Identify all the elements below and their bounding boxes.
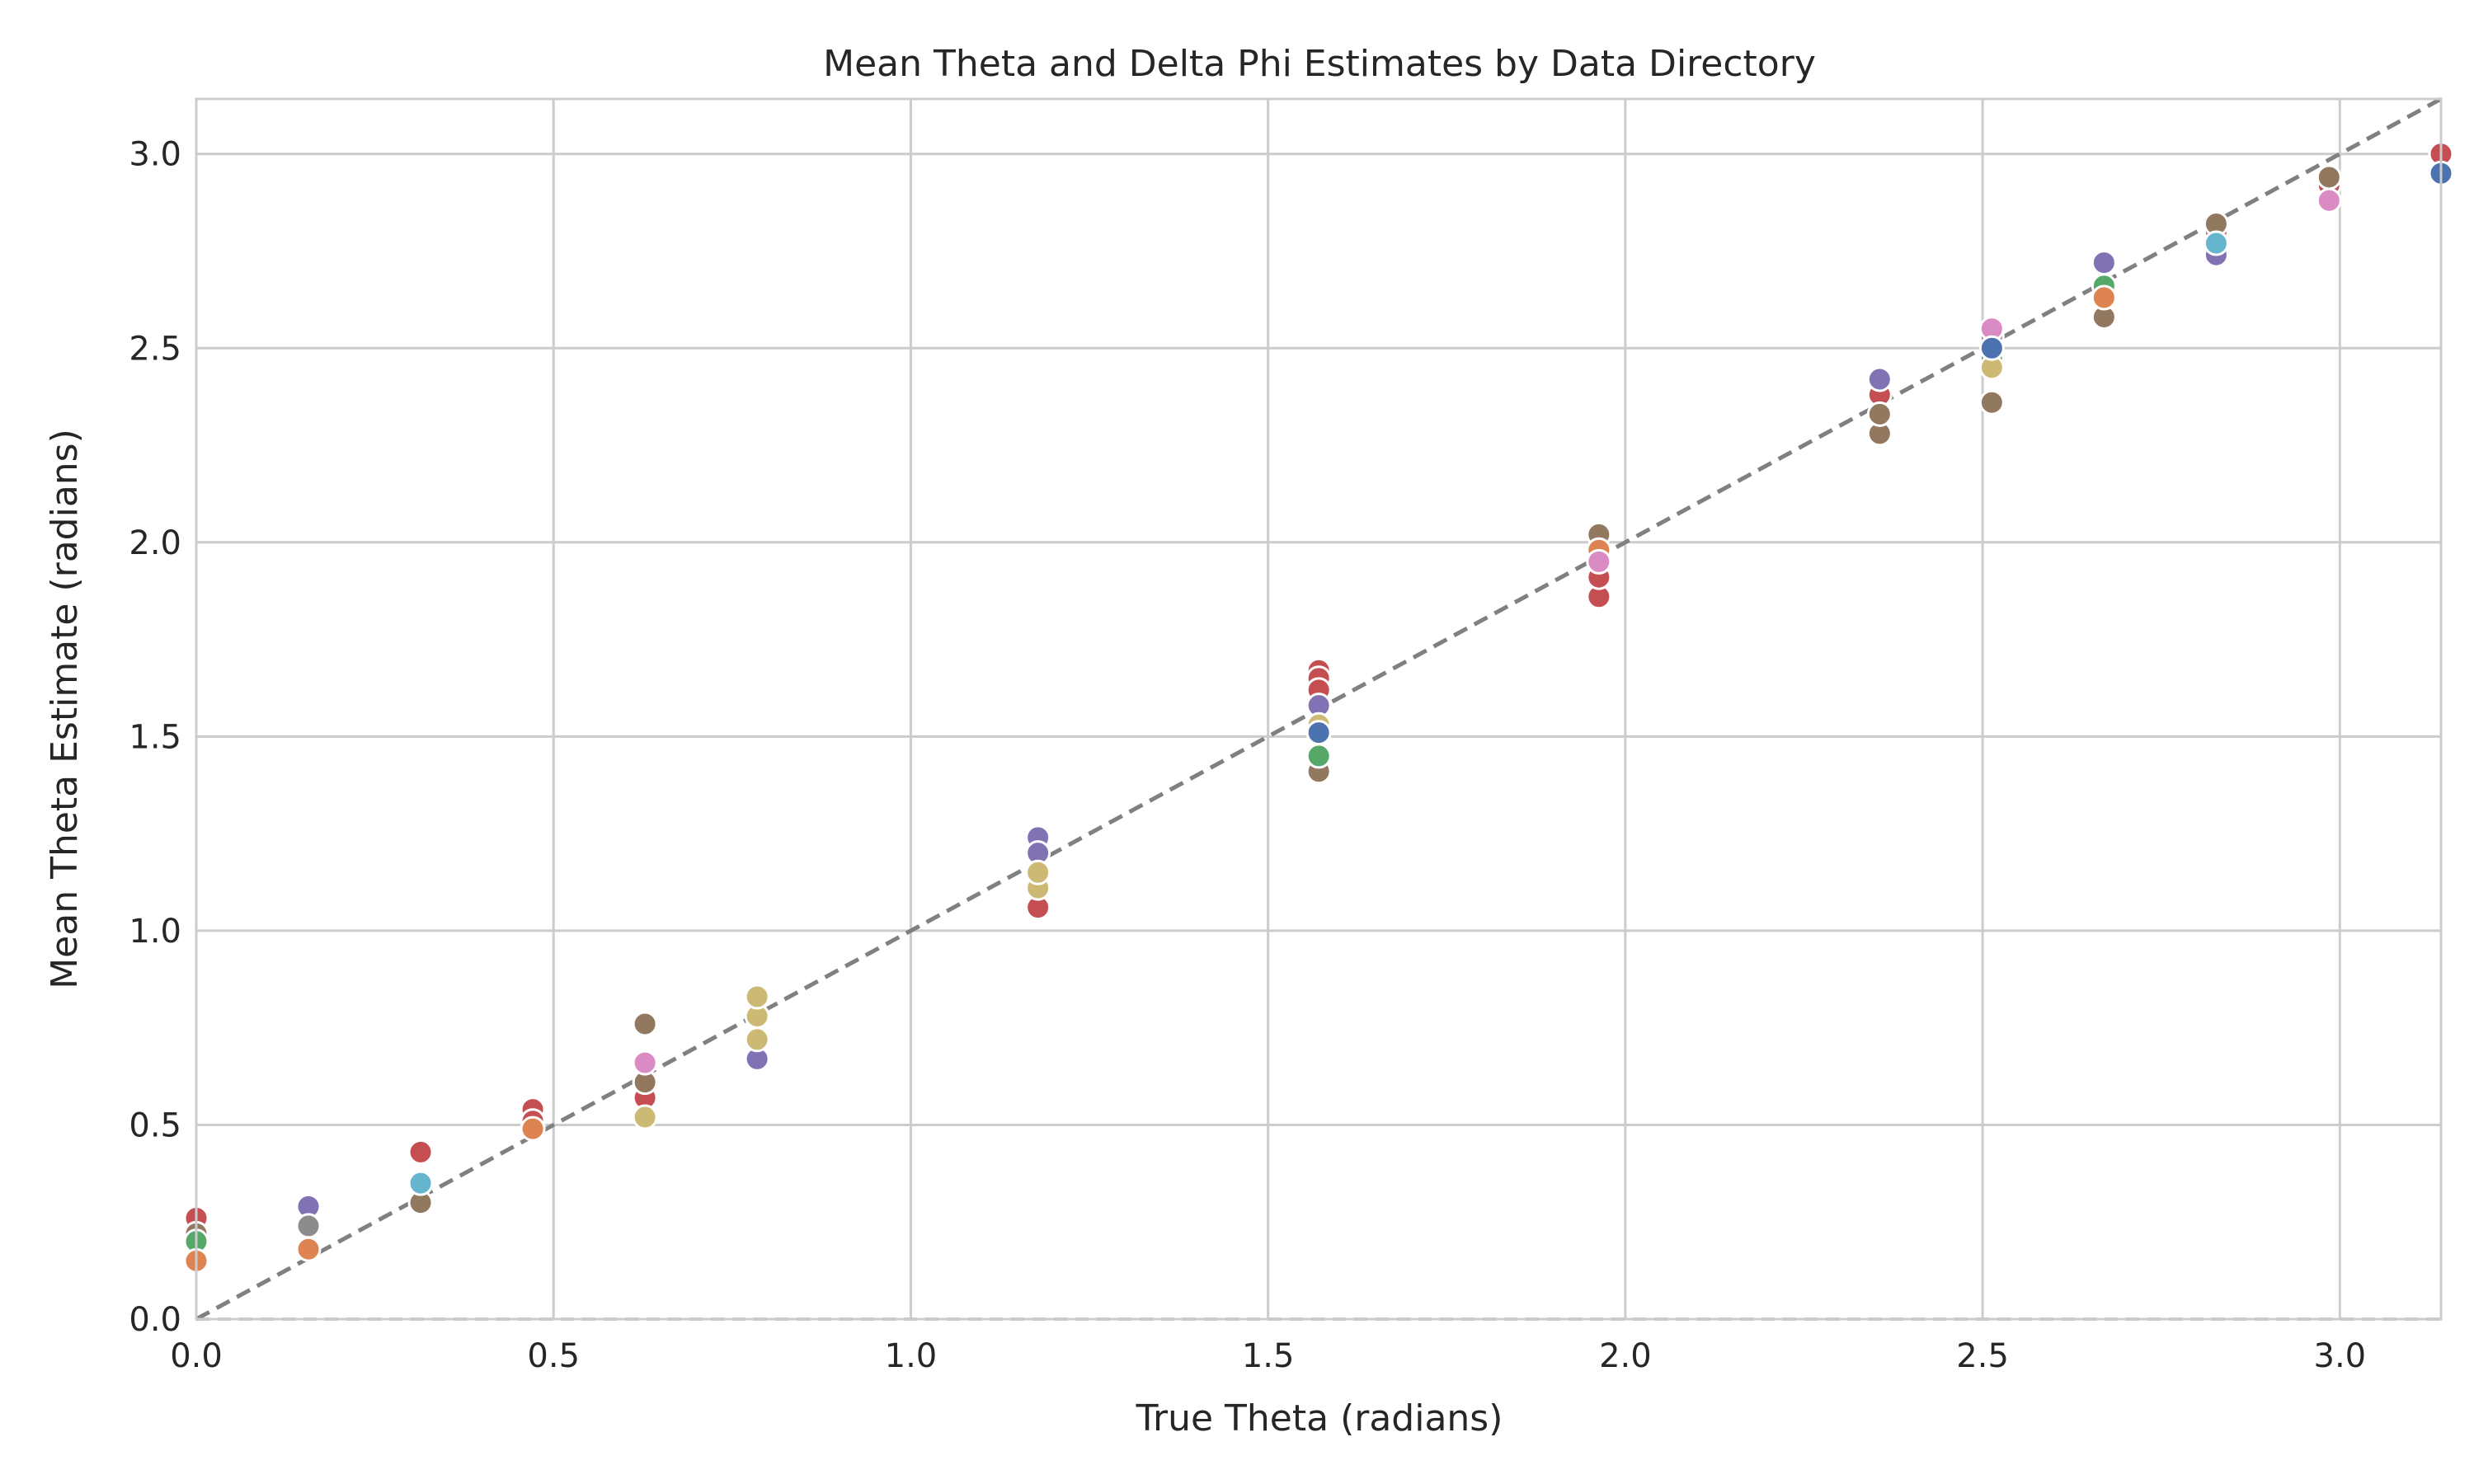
data-point <box>1978 335 2005 361</box>
x-tick-label: 1.5 <box>1242 1337 1295 1375</box>
grid-lines <box>195 99 2441 1321</box>
data-point <box>407 1170 434 1196</box>
data-point <box>295 1213 322 1239</box>
data-point <box>2091 250 2117 276</box>
data-point <box>407 1139 434 1165</box>
series-6 <box>632 187 2342 1076</box>
data-point <box>1586 548 1612 575</box>
x-tick-label: 2.5 <box>1956 1337 2009 1375</box>
y-tick-label: 1.0 <box>129 913 181 951</box>
chart-title: Mean Theta and Delta Phi Estimates by Da… <box>823 43 1816 85</box>
series-7 <box>407 230 2229 1196</box>
x-tick-label: 2.0 <box>1599 1337 1652 1375</box>
series-2 <box>183 164 2342 1247</box>
y-tick-label: 3.0 <box>129 136 181 174</box>
y-tick-label: 2.5 <box>129 330 181 368</box>
data-point <box>295 1236 322 1262</box>
data-point <box>1866 366 1893 392</box>
y-axis-label: Mean Theta Estimate (radians) <box>44 429 86 989</box>
data-point <box>520 1115 546 1142</box>
series-3 <box>183 273 2117 1255</box>
x-tick-label: 0.5 <box>527 1337 580 1375</box>
y-tick-label: 0.5 <box>129 1106 181 1144</box>
x-tick-labels: 0.0 0.5 1.0 1.5 2.0 2.5 3.0 <box>170 1337 2366 1375</box>
data-point <box>632 1104 658 1130</box>
y-tick-label: 2.0 <box>129 524 181 562</box>
data-point <box>1978 389 2005 416</box>
x-tick-label: 0.0 <box>170 1337 223 1375</box>
data-point <box>2316 164 2342 190</box>
y-tick-label: 0.0 <box>129 1301 181 1339</box>
data-points <box>183 141 2454 1274</box>
series-9 <box>1305 160 2454 746</box>
x-tick-label: 3.0 <box>2314 1337 2367 1375</box>
plot-frame <box>195 97 2443 1321</box>
data-point <box>744 984 770 1010</box>
data-point <box>2091 284 2117 311</box>
x-tick-label: 1.0 <box>885 1337 938 1375</box>
data-point <box>1866 401 1893 427</box>
data-point <box>1305 743 1332 769</box>
series-8 <box>295 1213 322 1239</box>
series-1 <box>295 242 2229 1219</box>
data-point <box>744 1026 770 1053</box>
data-point <box>632 1011 658 1037</box>
data-point <box>2203 230 2229 256</box>
y-tick-label: 1.5 <box>129 718 181 756</box>
y-tick-labels: 0.0 0.5 1.0 1.5 2.0 2.5 3.0 <box>129 136 181 1339</box>
data-point <box>1305 720 1332 746</box>
data-point <box>2316 187 2342 214</box>
data-point <box>1025 859 1051 885</box>
data-point <box>632 1050 658 1076</box>
x-axis-label: True Theta (radians) <box>1136 1397 1503 1439</box>
